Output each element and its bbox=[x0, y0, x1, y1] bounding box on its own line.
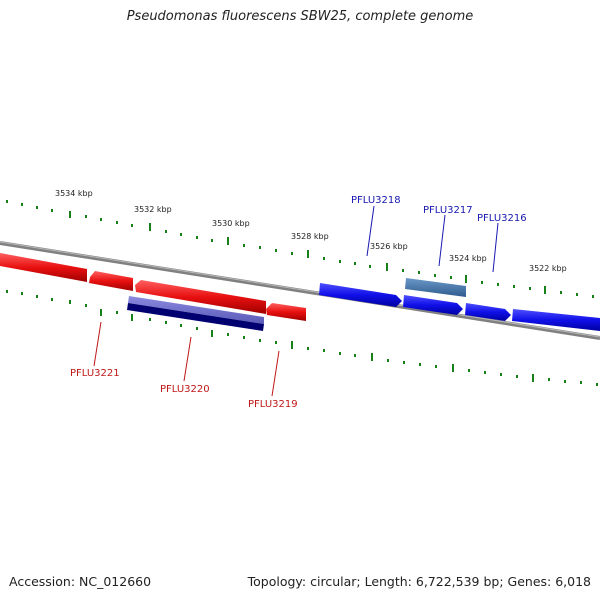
callout-pflu3220 bbox=[183, 336, 192, 382]
gene-arrow-pflu3219[interactable] bbox=[266, 303, 306, 321]
accession-text: Accession: NC_012660 bbox=[9, 574, 152, 589]
callout-pflu3218 bbox=[366, 205, 375, 257]
callout-pflu3219 bbox=[271, 350, 280, 397]
gene-arrow-pflu3217[interactable] bbox=[403, 295, 463, 315]
scale-label-3524: 3524 kbp bbox=[449, 254, 487, 263]
genome-summary-text: Topology: circular; Length: 6,722,539 bp… bbox=[247, 574, 591, 589]
gene-label-pflu3219[interactable]: PFLU3219 bbox=[248, 399, 298, 410]
gene-highlight-pflu3217[interactable] bbox=[405, 278, 466, 297]
gene-label-pflu3216[interactable]: PFLU3216 bbox=[477, 213, 527, 224]
scale-label-3534: 3534 kbp bbox=[55, 189, 93, 198]
gene-arrow-pflu3221[interactable] bbox=[0, 253, 87, 282]
genome-backbone bbox=[0, 241, 600, 340]
gene-arrow-pflu3220[interactable] bbox=[135, 280, 266, 314]
callout-pflu3221 bbox=[93, 321, 102, 367]
lower-scale-ticks bbox=[6, 290, 598, 386]
scale-label-3526: 3526 kbp bbox=[370, 242, 408, 251]
gene-highlight-pflu3220[interactable] bbox=[128, 296, 264, 324]
map-title: Pseudomonas fluorescens SBW25, complete … bbox=[126, 9, 474, 24]
gene-label-pflu3221[interactable]: PFLU3221 bbox=[70, 368, 120, 379]
callout-pflu3216 bbox=[492, 222, 499, 273]
gene-label-pflu3217[interactable]: PFLU3217 bbox=[423, 205, 473, 216]
gene-arrow-pflu3216[interactable] bbox=[465, 303, 511, 321]
upper-scale-ticks bbox=[6, 200, 594, 298]
gene-label-pflu3218[interactable]: PFLU3218 bbox=[351, 195, 401, 206]
scale-label-3522: 3522 kbp bbox=[529, 264, 567, 273]
scale-label-3530: 3530 kbp bbox=[212, 219, 250, 228]
gene-arrow-next[interactable] bbox=[512, 309, 600, 331]
scale-label-3532: 3532 kbp bbox=[134, 205, 172, 214]
gene-arrow-pflu3218[interactable] bbox=[319, 283, 402, 307]
callout-pflu3217 bbox=[438, 214, 446, 267]
gene-label-pflu3220[interactable]: PFLU3220 bbox=[160, 384, 210, 395]
scale-label-3528: 3528 kbp bbox=[291, 232, 329, 241]
gene-arrow-pflu3221b[interactable] bbox=[89, 271, 133, 291]
